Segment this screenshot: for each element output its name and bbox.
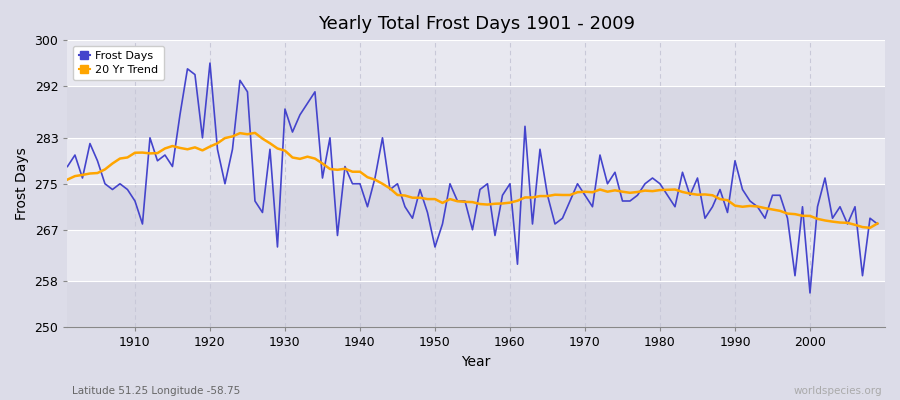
Title: Yearly Total Frost Days 1901 - 2009: Yearly Total Frost Days 1901 - 2009 [318, 15, 634, 33]
Frost Days [505, 181, 516, 186]
Bar [68, 86, 885, 138]
Frost Days [602, 181, 613, 186]
Text: worldspecies.org: worldspecies.org [794, 386, 882, 396]
Bar [68, 230, 885, 282]
Bar [68, 138, 885, 184]
20 Yr Trend [294, 156, 305, 161]
X-axis label: Year: Year [462, 355, 490, 369]
20 Yr Trend [872, 221, 883, 226]
20 Yr Trend [122, 155, 133, 160]
Y-axis label: Frost Days: Frost Days [15, 147, 29, 220]
20 Yr Trend [512, 198, 523, 203]
20 Yr Trend [505, 200, 516, 205]
Legend: Frost Days, 20 Yr Trend: Frost Days, 20 Yr Trend [73, 46, 164, 80]
Line: Frost Days: Frost Days [68, 63, 878, 293]
Frost Days [204, 61, 215, 66]
20 Yr Trend [339, 166, 350, 171]
Frost Days [512, 262, 523, 267]
20 Yr Trend [62, 177, 73, 182]
Bar [68, 40, 885, 86]
Frost Days [122, 187, 133, 192]
Bar [68, 184, 885, 230]
20 Yr Trend [865, 226, 876, 230]
Text: Latitude 51.25 Longitude -58.75: Latitude 51.25 Longitude -58.75 [72, 386, 240, 396]
Frost Days [872, 222, 883, 226]
Frost Days [294, 112, 305, 117]
Frost Days [805, 290, 815, 295]
Frost Days [339, 164, 350, 169]
Frost Days [62, 164, 73, 169]
Line: 20 Yr Trend: 20 Yr Trend [68, 133, 878, 228]
20 Yr Trend [602, 189, 613, 194]
Bar [68, 282, 885, 328]
20 Yr Trend [249, 130, 260, 135]
